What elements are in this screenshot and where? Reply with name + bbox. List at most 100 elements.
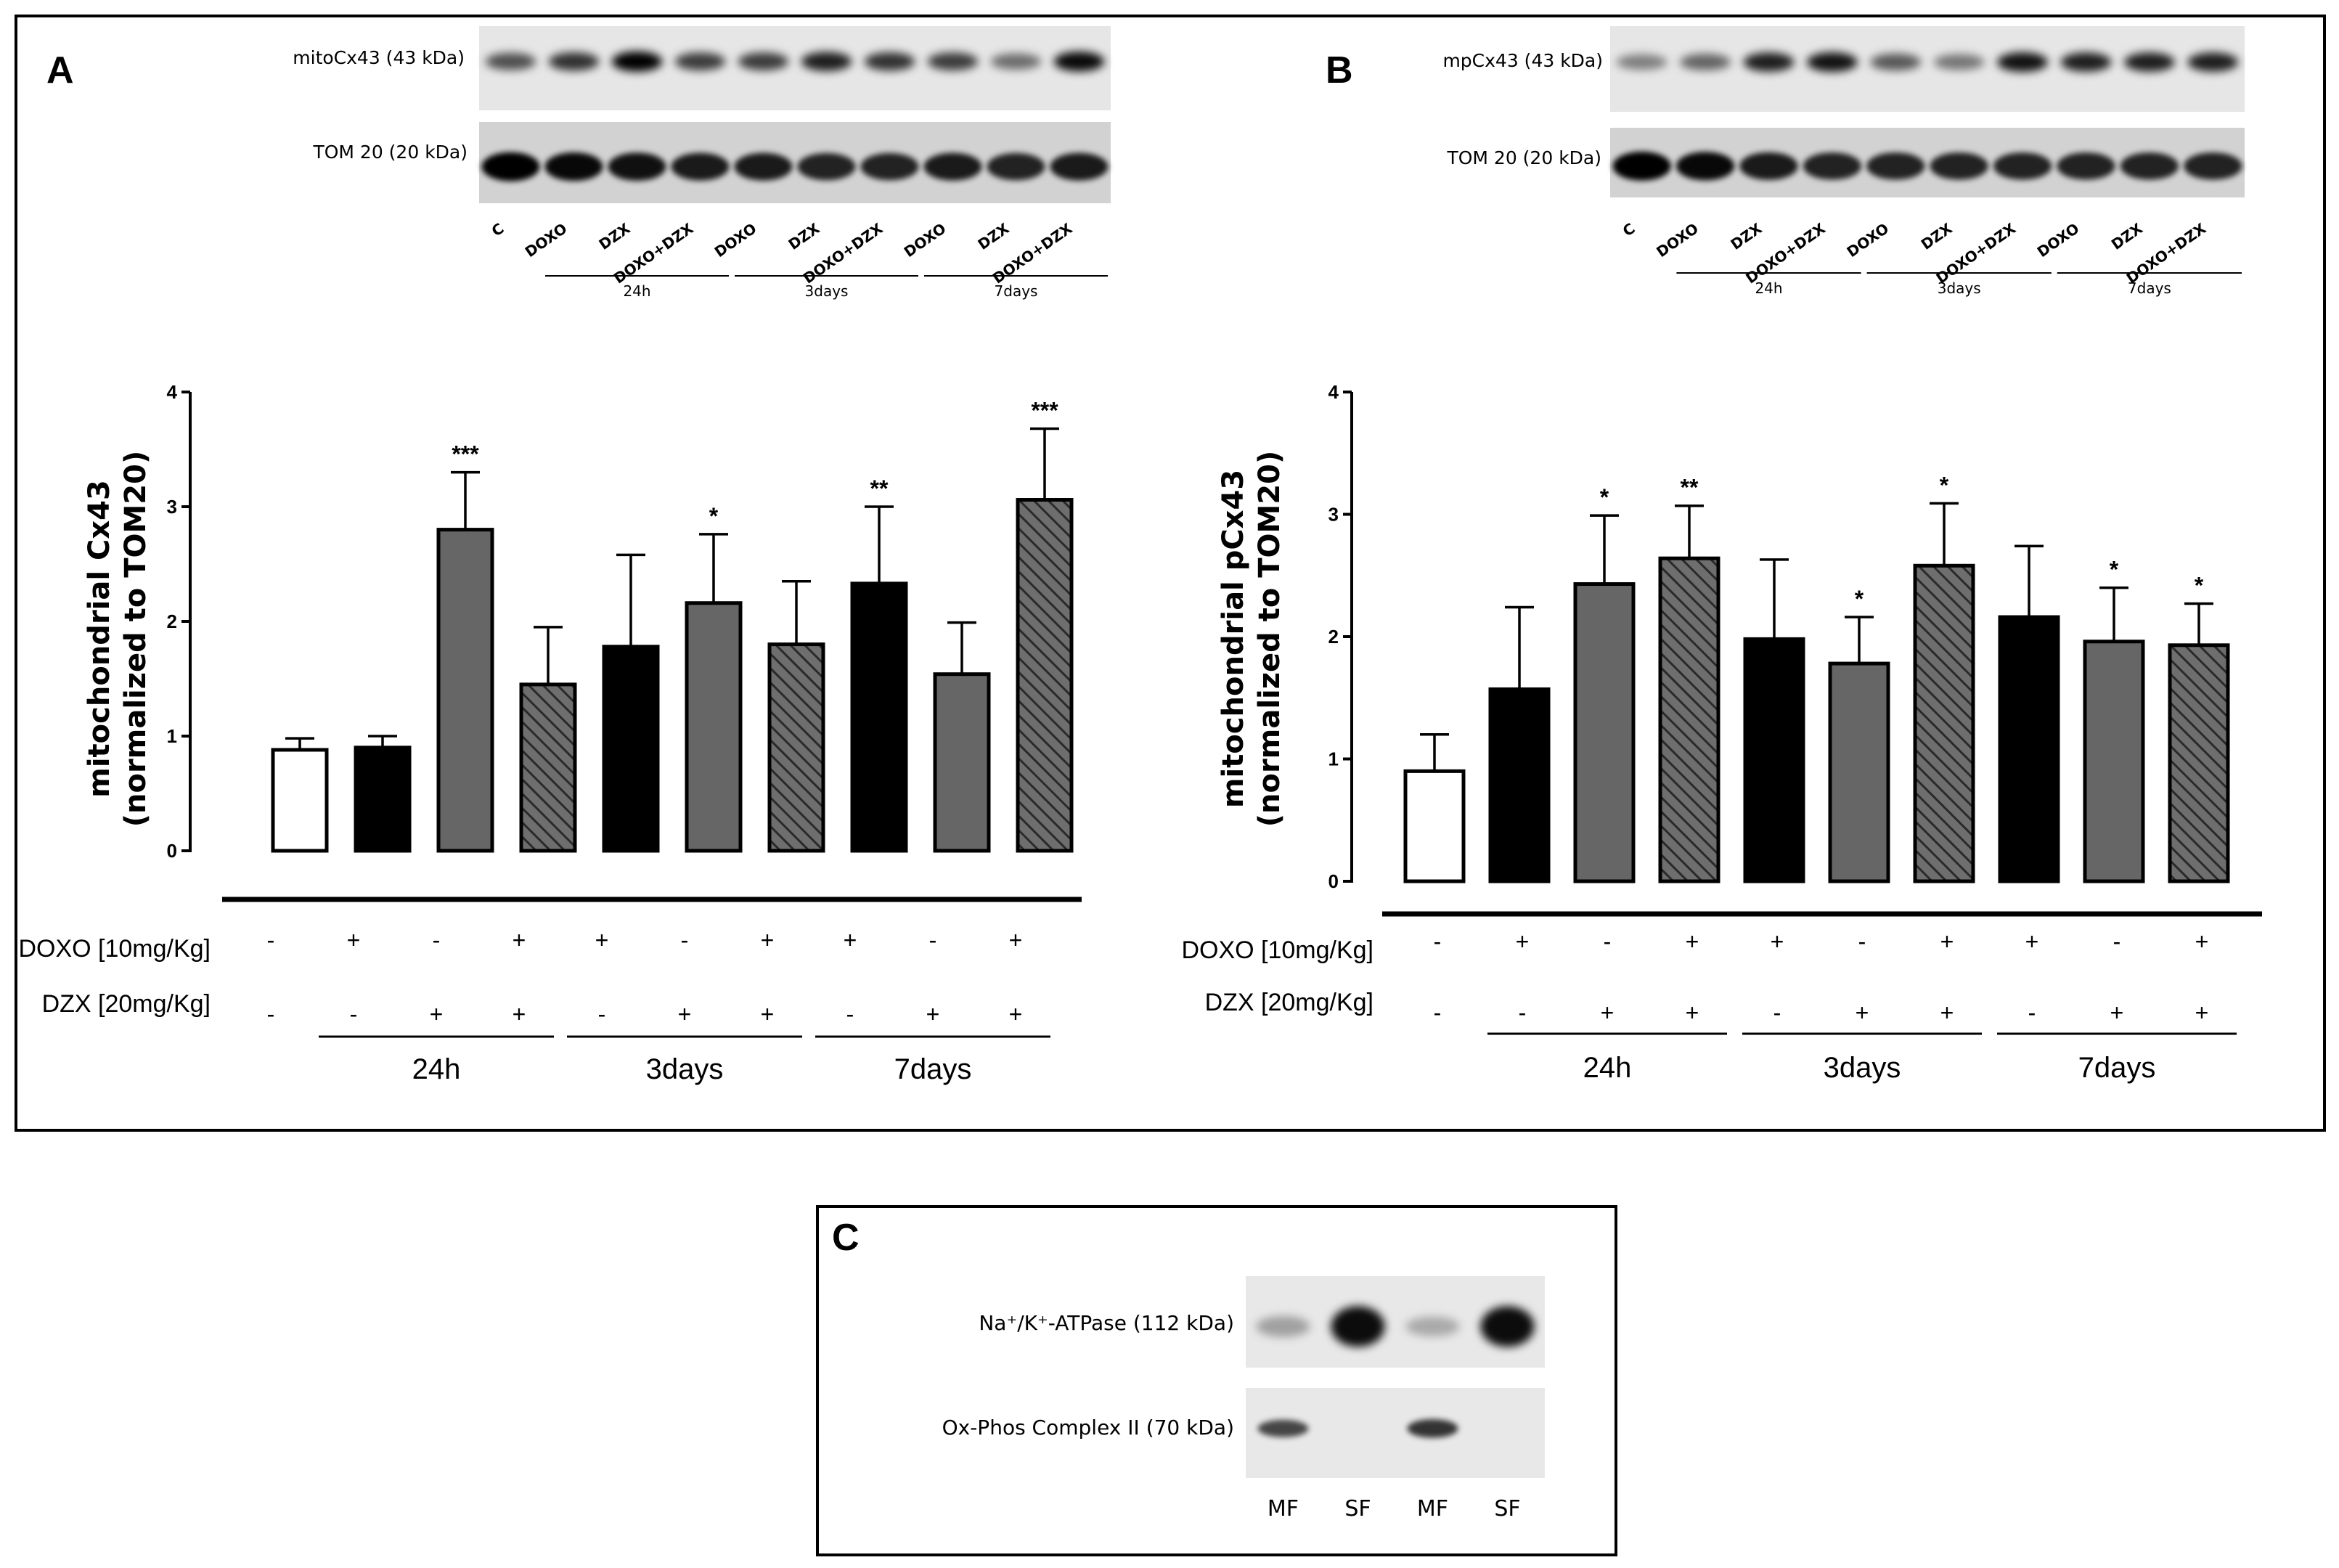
dzx-sign: - xyxy=(1434,1000,1442,1026)
bar xyxy=(1998,615,2060,883)
panel-b-bar-chart: mitochondrial pCx43 (normalized to TOM20… xyxy=(1217,381,2230,892)
doxo-sign: + xyxy=(1686,928,1699,955)
significance-label: * xyxy=(1855,586,1864,612)
bottom-band xyxy=(1407,1419,1458,1438)
doxo-sign: + xyxy=(2025,928,2039,955)
time-group-label: 3days xyxy=(805,282,849,300)
bottom-band xyxy=(1257,1419,1309,1437)
bar xyxy=(2083,640,2145,883)
significance-label: ** xyxy=(1681,475,1699,501)
top-band xyxy=(1480,1306,1535,1347)
top-band xyxy=(674,52,726,71)
time-group-label: 7days xyxy=(995,282,1038,300)
significance-label: *** xyxy=(1031,398,1058,424)
doxo-sign: + xyxy=(1940,928,1954,955)
group-label: 7days xyxy=(894,1053,972,1085)
y-tick-label: 4 xyxy=(1328,381,1339,403)
y-tick-label: 0 xyxy=(167,840,177,862)
doxo-sign: + xyxy=(595,927,609,953)
doxo-sign: + xyxy=(1771,928,1784,955)
doxo-sign: - xyxy=(433,927,441,953)
bottom-band xyxy=(1612,151,1671,181)
y-tick-label: 3 xyxy=(1328,504,1339,526)
dzx-sign: + xyxy=(1686,1000,1699,1026)
dzx-sign: + xyxy=(1940,1000,1954,1026)
bar xyxy=(767,642,825,853)
top-band xyxy=(1933,54,1985,70)
dzx-row-label: DZX [20mg/Kg] xyxy=(1205,989,1373,1016)
bar xyxy=(1573,582,1636,883)
dzx-sign: + xyxy=(1601,1000,1615,1026)
bottom-band xyxy=(1675,152,1735,181)
lane-label: C xyxy=(489,219,507,240)
doxo-sign: + xyxy=(1009,927,1023,953)
doxo-row-label: DOXO [10mg/Kg] xyxy=(18,935,211,963)
top-band xyxy=(1405,1316,1460,1336)
doxo-sign: - xyxy=(2113,928,2121,955)
top-band xyxy=(1870,53,1922,71)
top-band xyxy=(990,53,1042,70)
top-band xyxy=(2187,52,2239,72)
bottom-band xyxy=(1930,152,1988,180)
dzx-sign: + xyxy=(2195,1000,2209,1026)
top-band xyxy=(1616,54,1667,70)
doxo-sign: - xyxy=(267,927,275,953)
doxo-sign: - xyxy=(1858,928,1866,955)
bar xyxy=(850,581,908,853)
lane-label: MF xyxy=(1268,1496,1299,1522)
lane-label: C xyxy=(1620,219,1638,240)
bar xyxy=(1913,563,1975,883)
bar xyxy=(1828,661,1890,883)
panel-a-letter: A xyxy=(46,49,74,91)
bottom-band xyxy=(2120,152,2179,180)
significance-label: * xyxy=(2110,557,2119,583)
bottom-band xyxy=(860,152,919,181)
top-band xyxy=(927,52,979,71)
dzx-sign: + xyxy=(1856,1000,1869,1026)
lane-label: DOXO xyxy=(1843,219,1892,261)
doxo-sign: - xyxy=(1604,928,1612,955)
top-band xyxy=(1743,52,1795,72)
dzx-sign: - xyxy=(267,1001,275,1027)
bar xyxy=(685,601,743,853)
top-band xyxy=(738,52,789,71)
doxo-sign: + xyxy=(1516,928,1530,955)
bottom-band xyxy=(1739,152,1798,180)
lane-label: DZX xyxy=(595,219,633,253)
mitocx43-band-label: mitoCx43 (43 kDa) xyxy=(293,47,465,68)
time-group-label: 24h xyxy=(623,282,650,300)
group-label: 7days xyxy=(2078,1052,2156,1084)
lane-label: DZX xyxy=(1918,219,1956,253)
bar xyxy=(271,748,329,853)
dzx-sign: + xyxy=(513,1001,526,1027)
top-band xyxy=(801,52,852,71)
top-band xyxy=(1997,52,2049,73)
top-band xyxy=(1053,51,1105,72)
bar xyxy=(1488,687,1551,883)
bottom-band xyxy=(923,152,982,181)
dzx-sign: + xyxy=(926,1001,940,1027)
y-tick-label: 2 xyxy=(1328,626,1339,648)
bar xyxy=(1743,637,1805,883)
bottom-band xyxy=(1050,152,1109,181)
lane-label: SF xyxy=(1494,1496,1520,1522)
group-label: 24h xyxy=(412,1053,461,1085)
panel-c-letter: C xyxy=(832,1217,860,1259)
significance-label: *** xyxy=(452,441,479,467)
significance-label: * xyxy=(1940,472,1949,498)
y-tick-label: 4 xyxy=(167,381,178,403)
dzx-row-label: DZX [20mg/Kg] xyxy=(42,990,211,1018)
mpcx43-band-label: mpCx43 (43 kDa) xyxy=(1442,50,1603,71)
group-label: 3days xyxy=(646,1053,724,1085)
doxo-sign: + xyxy=(844,927,857,953)
dzx-sign: - xyxy=(846,1001,854,1027)
tom20-band-label: TOM 20 (20 kDa) xyxy=(312,142,468,163)
dzx-sign: - xyxy=(1773,1000,1781,1026)
dzx-sign: - xyxy=(1519,1000,1527,1026)
significance-label: * xyxy=(709,503,719,529)
bottom-band xyxy=(987,152,1045,181)
top-band xyxy=(1331,1306,1385,1347)
dzx-sign: + xyxy=(761,1001,775,1027)
top-band xyxy=(1256,1315,1310,1337)
y-tick-label: 1 xyxy=(167,725,177,747)
